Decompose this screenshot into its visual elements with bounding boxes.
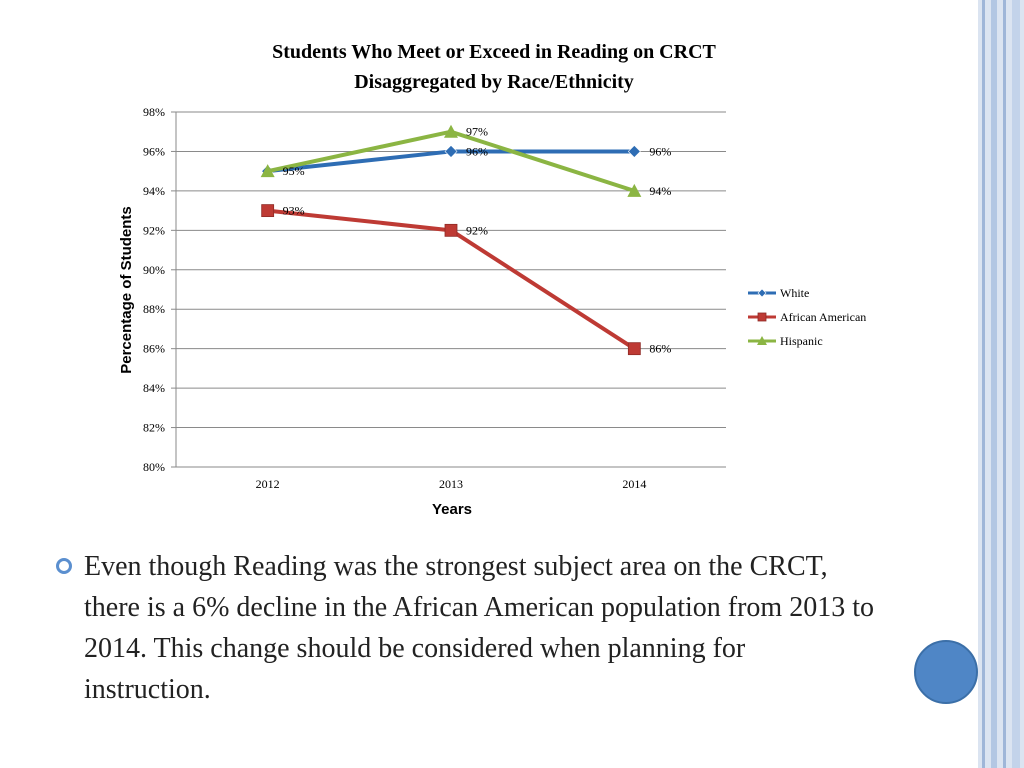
bullet-text: Even though Reading was the strongest su… — [84, 551, 874, 705]
point-marker — [757, 336, 767, 345]
point-marker — [444, 145, 458, 158]
y-tick-label: 96% — [143, 144, 165, 158]
y-tick-label: 86% — [143, 342, 165, 356]
point-marker — [260, 164, 275, 178]
y-tick-label: 94% — [143, 184, 165, 198]
y-tick-label: 84% — [143, 381, 165, 395]
point-marker — [444, 124, 458, 138]
point-marker — [627, 145, 641, 158]
gridlines — [175, 111, 726, 468]
point-marker — [444, 223, 458, 237]
legend-label: White — [780, 286, 809, 300]
chart-subtitle: Disaggregated by Race/Ethnicity — [354, 71, 634, 93]
y-tick-label: 88% — [143, 302, 165, 316]
y-tick-label: 82% — [143, 421, 165, 435]
point-marker — [757, 312, 767, 322]
data-label: 96% — [466, 144, 488, 158]
right-border-line — [991, 0, 997, 768]
data-label: 86% — [649, 342, 671, 356]
chart-title: Students Who Meet or Exceed in Reading o… — [272, 41, 716, 63]
y-tick-label: 98% — [143, 105, 165, 119]
x-axis-ticks: 2012 2013 2014 — [256, 477, 647, 491]
y-tick-label: 92% — [143, 223, 165, 237]
legend: White African American Hispanic — [748, 286, 866, 348]
x-tick-label: 2014 — [622, 477, 646, 491]
data-label: 97% — [466, 125, 488, 139]
right-border-line — [1003, 0, 1006, 768]
y-tick-label: 80% — [143, 460, 165, 474]
right-border-line — [1012, 0, 1020, 768]
series-group: 96% 96% 93% 92% 86% 95% 97% 94% — [260, 124, 671, 356]
right-border-line — [982, 0, 985, 768]
y-tick-label: 90% — [143, 263, 165, 277]
point-marker — [757, 288, 767, 298]
bullet-circle-icon — [56, 558, 72, 574]
point-marker — [627, 183, 642, 197]
x-tick-label: 2012 — [256, 477, 280, 491]
legend-label: African American — [780, 310, 866, 324]
x-axis-title: Years — [432, 501, 472, 518]
legend-label: Hispanic — [780, 334, 823, 348]
series-line — [267, 129, 635, 193]
y-axis-title: Percentage of Students — [118, 206, 135, 374]
data-label: 92% — [466, 223, 488, 237]
series-african-american: 93% 92% 86% — [261, 204, 671, 356]
bullet-point: Even though Reading was the strongest su… — [56, 546, 876, 710]
data-label: 96% — [649, 144, 671, 158]
line-chart: Students Who Meet or Exceed in Reading o… — [118, 41, 866, 518]
data-label: 95% — [283, 164, 305, 178]
decorative-circle — [914, 640, 978, 704]
y-axis-ticks: 80% 82% 84% 86% 88% 90% 92% 94% 96% 98% — [143, 105, 176, 474]
point-marker — [627, 342, 641, 356]
data-label: 94% — [649, 184, 671, 198]
data-label: 93% — [283, 204, 305, 218]
x-tick-label: 2013 — [439, 477, 463, 491]
series-hispanic: 95% 97% 94% — [260, 124, 671, 198]
point-marker — [261, 204, 275, 218]
